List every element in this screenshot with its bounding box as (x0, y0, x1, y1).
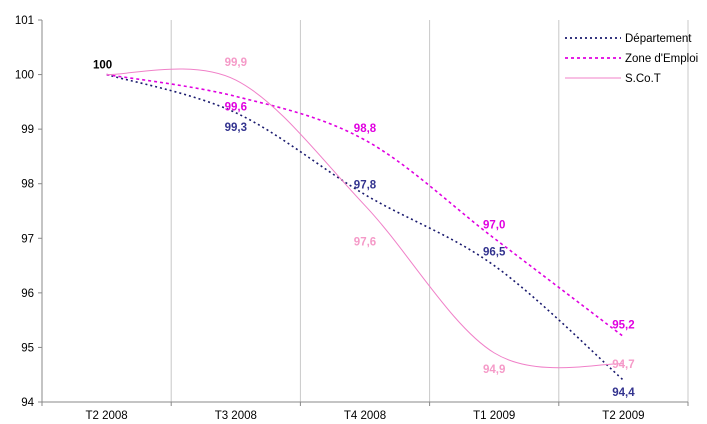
data-label: 95,2 (612, 320, 634, 332)
data-label: 98,8 (354, 123, 377, 135)
y-axis-ticks: 94 95 96 97 98 99 100 101 (15, 15, 42, 409)
data-label: 99,9 (225, 57, 247, 69)
series-line-2 (106, 68, 624, 369)
data-label: 97,8 (354, 180, 377, 192)
legend: Département Zone d'Emploi S.Co.T (565, 33, 698, 85)
data-label: 96,5 (483, 247, 506, 259)
data-label: 99,3 (225, 122, 247, 134)
legend-label: Département (625, 33, 692, 45)
y-tick-label: 101 (15, 15, 34, 27)
series-line-1 (106, 73, 624, 338)
data-label: 99,6 (225, 101, 247, 113)
x-tick-label: T3 2008 (215, 410, 257, 422)
data-label: 94,9 (483, 364, 505, 376)
vertical-gridlines (170, 20, 689, 402)
x-tick-label: T1 2009 (473, 410, 515, 422)
x-axis-ticks: T2 2008 T3 2008 T4 2008 T1 2009 T2 2009 (41, 402, 689, 422)
legend-label: S.Co.T (625, 73, 661, 85)
x-tick-label: T2 2009 (602, 410, 644, 422)
data-label: 100 (93, 60, 112, 72)
y-tick-label: 95 (21, 342, 34, 354)
series-line-0 (106, 73, 624, 381)
y-tick-label: 97 (21, 233, 34, 245)
y-tick-label: 98 (21, 179, 34, 191)
data-label: 94,4 (612, 387, 635, 399)
x-tick-label: T2 2008 (85, 410, 127, 422)
legend-label: Zone d'Emploi (625, 53, 698, 65)
data-label: 97,6 (354, 237, 376, 249)
y-tick-label: 100 (15, 70, 34, 82)
y-tick-label: 96 (21, 288, 34, 300)
data-label: 94,7 (612, 359, 634, 371)
chart-axes (41, 20, 688, 403)
data-label: 97,0 (483, 219, 505, 231)
y-tick-label: 94 (21, 397, 34, 409)
series-lines (106, 68, 624, 381)
data-labels: 99,3 97,8 96,5 94,4 100 99,6 98,8 97,0 95,2 99,9 9… (93, 57, 635, 399)
y-tick-label: 99 (21, 124, 34, 136)
x-tick-label: T4 2008 (344, 410, 386, 422)
